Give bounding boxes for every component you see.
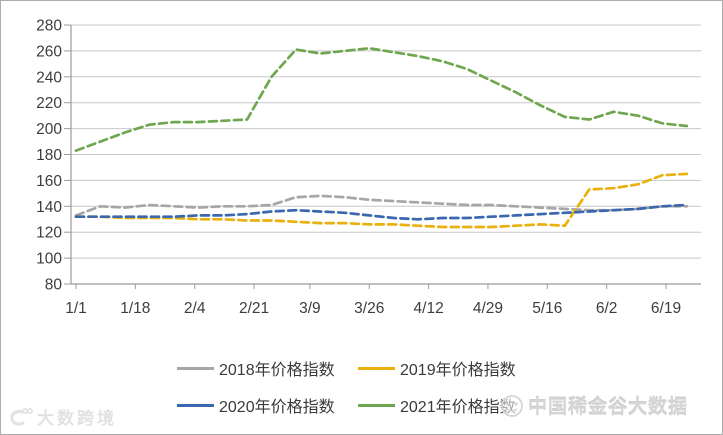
legend: 2018年价格指数 2019年价格指数 2020年价格指数 2021年价格指数	[177, 357, 539, 431]
legend-swatch-2021-icon	[358, 403, 395, 407]
x-axis-label-5/16: 5/16	[532, 300, 562, 317]
rare-metal-valley-logo-icon	[501, 394, 523, 417]
x-axis-label-2/21: 2/21	[239, 300, 269, 317]
legend-row-1: 2018年价格指数 2019年价格指数	[177, 357, 539, 379]
legend-label-2018: 2018年价格指数	[219, 362, 335, 379]
legend-item-2021: 2021年价格指数	[358, 393, 539, 417]
series-line-2018	[74, 194, 689, 217]
x-axis-label-1/1: 1/1	[65, 300, 87, 317]
legend-item-2018: 2018年价格指数	[177, 356, 358, 380]
legend-item-2019: 2019年价格指数	[358, 356, 539, 380]
x-axis-label-3/26: 3/26	[354, 300, 384, 317]
x-axis-label-3/9: 3/9	[299, 300, 321, 317]
legend-item-2020: 2020年价格指数	[177, 393, 358, 417]
series-line-2020	[74, 203, 689, 221]
price-index-line-chart: 280 260 240 220 200 180 160 140 120 100 801/1 1/18 2…	[36, 18, 701, 317]
x-axis-label-6/2: 6/2	[596, 300, 618, 317]
y-axis-label-100: 100	[36, 251, 62, 268]
dashukuajing-logo-icon	[10, 407, 33, 425]
watermark-rare-metal-valley: 中国稀金谷大数据	[499, 392, 688, 419]
y-axis-label-120: 120	[36, 225, 62, 242]
y-axis-label-280: 280	[36, 18, 62, 35]
legend-label-2019: 2019年价格指数	[400, 362, 516, 379]
legend-row-2: 2020年价格指数 2021年价格指数	[177, 394, 539, 416]
legend-swatch-2018-icon	[177, 366, 214, 370]
y-axis-label-80: 80	[45, 277, 63, 294]
y-axis-label-260: 260	[36, 43, 62, 60]
series-line-2019	[74, 172, 689, 229]
series-line-2021	[74, 46, 689, 152]
legend-swatch-2020-icon	[177, 403, 214, 407]
x-axis-label-4/29: 4/29	[473, 300, 503, 317]
x-axis-label-4/12: 4/12	[414, 300, 444, 317]
x-axis-label-6/19: 6/19	[651, 300, 681, 317]
y-axis-label-180: 180	[36, 147, 62, 164]
y-axis-label-200: 200	[36, 121, 62, 138]
watermark-dashukuajing-text: 大数跨境	[37, 409, 117, 428]
y-axis-label-220: 220	[36, 95, 62, 112]
watermark-rare-metal-valley-text: 中国稀金谷大数据	[528, 397, 689, 418]
watermark-dashukuajing: 大数跨境	[7, 404, 117, 429]
x-axis-label-2/4: 2/4	[184, 300, 206, 317]
y-axis-label-160: 160	[36, 173, 62, 190]
y-axis-label-240: 240	[36, 69, 62, 86]
y-axis-label-140: 140	[36, 199, 62, 216]
x-axis-label-1/18: 1/18	[120, 300, 150, 317]
legend-swatch-2019-icon	[358, 366, 395, 370]
legend-label-2021: 2021年价格指数	[400, 399, 516, 416]
legend-label-2020: 2020年价格指数	[219, 399, 335, 416]
